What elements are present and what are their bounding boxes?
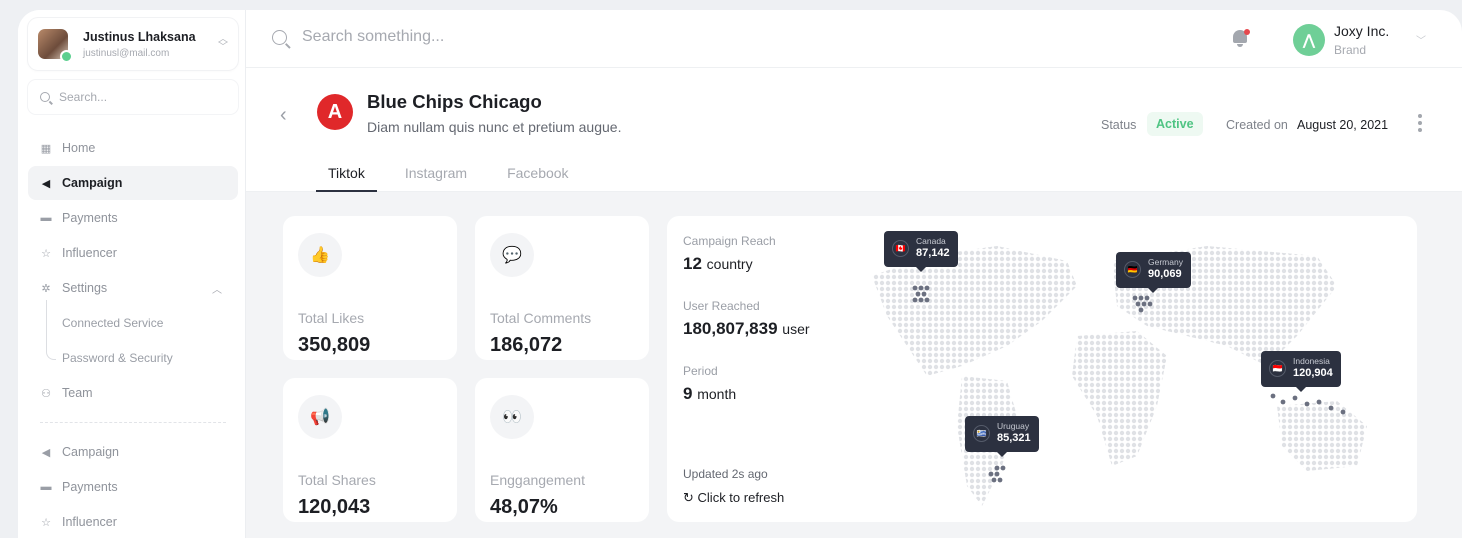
campaign-header: ‹ A Blue Chips Chicago Diam nullam quis … [246, 68, 1462, 192]
sidebar-item-payments-2[interactable]: ▬ Payments [40, 480, 118, 494]
campaign-logo: A [317, 94, 353, 130]
sidebar-item-influencer[interactable]: ☆ Influencer [41, 246, 117, 260]
chevron-up-icon: ︿ [212, 284, 222, 296]
more-options-icon[interactable] [1418, 114, 1422, 135]
global-search-input[interactable]: Search something... [272, 28, 444, 46]
divider [40, 422, 226, 423]
uruguay-flag-icon: 🇺🇾 [973, 425, 990, 442]
tab-facebook[interactable]: Facebook [507, 165, 569, 181]
dashboard-content: 👍 Total Likes 350,809 💬 Total Comments 1… [246, 192, 1462, 538]
sidebar-item-connected-service[interactable]: Connected Service [62, 316, 164, 330]
sidebar-item-campaign-2[interactable]: ◀ Campaign [41, 445, 119, 459]
page-title: Blue Chips Chicago [367, 91, 542, 112]
campaign-reach-value: 12 country [683, 254, 753, 273]
sidebar-item-campaign[interactable]: ◀ Campaign [28, 166, 238, 200]
notification-bell-icon[interactable] [1232, 29, 1250, 48]
card-icon: ▬ [40, 212, 52, 224]
stat-card-shares: 📢 Total Shares 120,043 [283, 378, 457, 522]
stat-card-engagement: 👀 Enggangement 48,07% [475, 378, 649, 522]
user-name: Justinus Lhaksana [83, 29, 196, 44]
notification-dot [1244, 29, 1250, 35]
top-bar: Search something... ⋀ Joxy Inc. Brand ﹀ [246, 10, 1462, 68]
brand-badge-icon [60, 50, 73, 63]
refresh-icon: ↻ [683, 490, 694, 505]
grid-icon: ▦ [40, 142, 52, 155]
brand-logo[interactable]: ⋀ [1293, 24, 1325, 56]
chevron-updown-icon: ︿ ﹀ [218, 34, 228, 53]
chevron-down-icon[interactable]: ﹀ [1416, 36, 1426, 47]
refresh-button[interactable]: ↻ Click to refresh [683, 490, 785, 505]
page-subtitle: Diam nullam quis nunc et pretium augue. [367, 119, 622, 135]
created-label: Created on [1226, 118, 1288, 132]
period-value: 9 month [683, 384, 737, 403]
search-icon [272, 29, 287, 45]
map-pin-canada[interactable]: 🇨🇦 Canada 87,142 [884, 231, 958, 272]
sidebar-item-payments[interactable]: ▬ Payments [40, 211, 118, 225]
sidebar-item-password-security[interactable]: Password & Security [62, 351, 173, 365]
stat-card-comments: 💬 Total Comments 186,072 [475, 216, 649, 360]
user-email: justinusl@mail.com [83, 47, 170, 59]
megaphone-icon: 📢 [298, 395, 342, 439]
main-area: Search something... ⋀ Joxy Inc. Brand ﹀ … [246, 10, 1462, 538]
sidebar: Justinus Lhaksana justinusl@mail.com ︿ ﹀ … [18, 10, 246, 538]
sidebar-item-team[interactable]: ⚇ Team [41, 386, 93, 400]
world-map: 🇨🇦 Canada 87,142 🇩🇪 Germany 90,069 🇮🇩 In… [867, 226, 1397, 516]
status-label: Status [1101, 118, 1137, 132]
sidebar-item-home[interactable]: ▦ Home [40, 141, 96, 155]
search-icon [40, 92, 50, 102]
map-pin-uruguay[interactable]: 🇺🇾 Uruguay 85,321 [965, 416, 1039, 457]
updated-text: Updated 2s ago [683, 467, 768, 481]
profile-switcher[interactable]: Justinus Lhaksana justinusl@mail.com ︿ ﹀ [28, 18, 238, 70]
germany-flag-icon: 🇩🇪 [1124, 261, 1141, 278]
avatar [38, 29, 73, 63]
sidebar-item-settings[interactable]: ✲ Settings ︿ [41, 281, 222, 296]
map-pin-indonesia[interactable]: 🇮🇩 Indonesia 120,904 [1261, 351, 1341, 392]
speech-bubble-icon: 💬 [490, 233, 534, 277]
back-arrow-icon[interactable]: ‹ [280, 104, 287, 126]
megaphone-icon: ◀ [41, 177, 51, 190]
created-date: August 20, 2021 [1297, 118, 1389, 132]
platform-tabs: Tiktok Instagram Facebook [316, 158, 597, 192]
tree-connector [46, 300, 56, 360]
canada-flag-icon: 🇨🇦 [892, 240, 909, 257]
map-pin-germany[interactable]: 🇩🇪 Germany 90,069 [1116, 252, 1191, 293]
user-reached-value: 180,807,839 user [683, 319, 810, 338]
team-icon: ⚇ [41, 387, 51, 400]
tab-tiktok[interactable]: Tiktok [316, 158, 377, 192]
indonesia-flag-icon: 🇮🇩 [1269, 360, 1286, 377]
thumbs-up-icon: 👍 [298, 233, 342, 277]
tab-instagram[interactable]: Instagram [404, 165, 468, 181]
gear-icon: ✲ [41, 282, 51, 295]
megaphone-icon: ◀ [41, 446, 51, 459]
stat-card-likes: 👍 Total Likes 350,809 [283, 216, 457, 360]
star-icon: ☆ [41, 247, 51, 260]
sidebar-item-influencer-2[interactable]: ☆ Influencer [41, 515, 117, 529]
app-window: Justinus Lhaksana justinusl@mail.com ︿ ﹀ … [18, 10, 1462, 538]
status-badge: Active [1147, 112, 1203, 136]
star-icon: ☆ [41, 516, 51, 529]
campaign-reach-card: Campaign Reach 12 country User Reached 1… [667, 216, 1417, 522]
sidebar-search-input[interactable]: Search... [28, 80, 238, 114]
brand-role: Brand [1334, 43, 1367, 57]
brand-name: Joxy Inc. [1334, 23, 1390, 39]
card-icon: ▬ [40, 481, 52, 493]
eyes-icon: 👀 [490, 395, 534, 439]
